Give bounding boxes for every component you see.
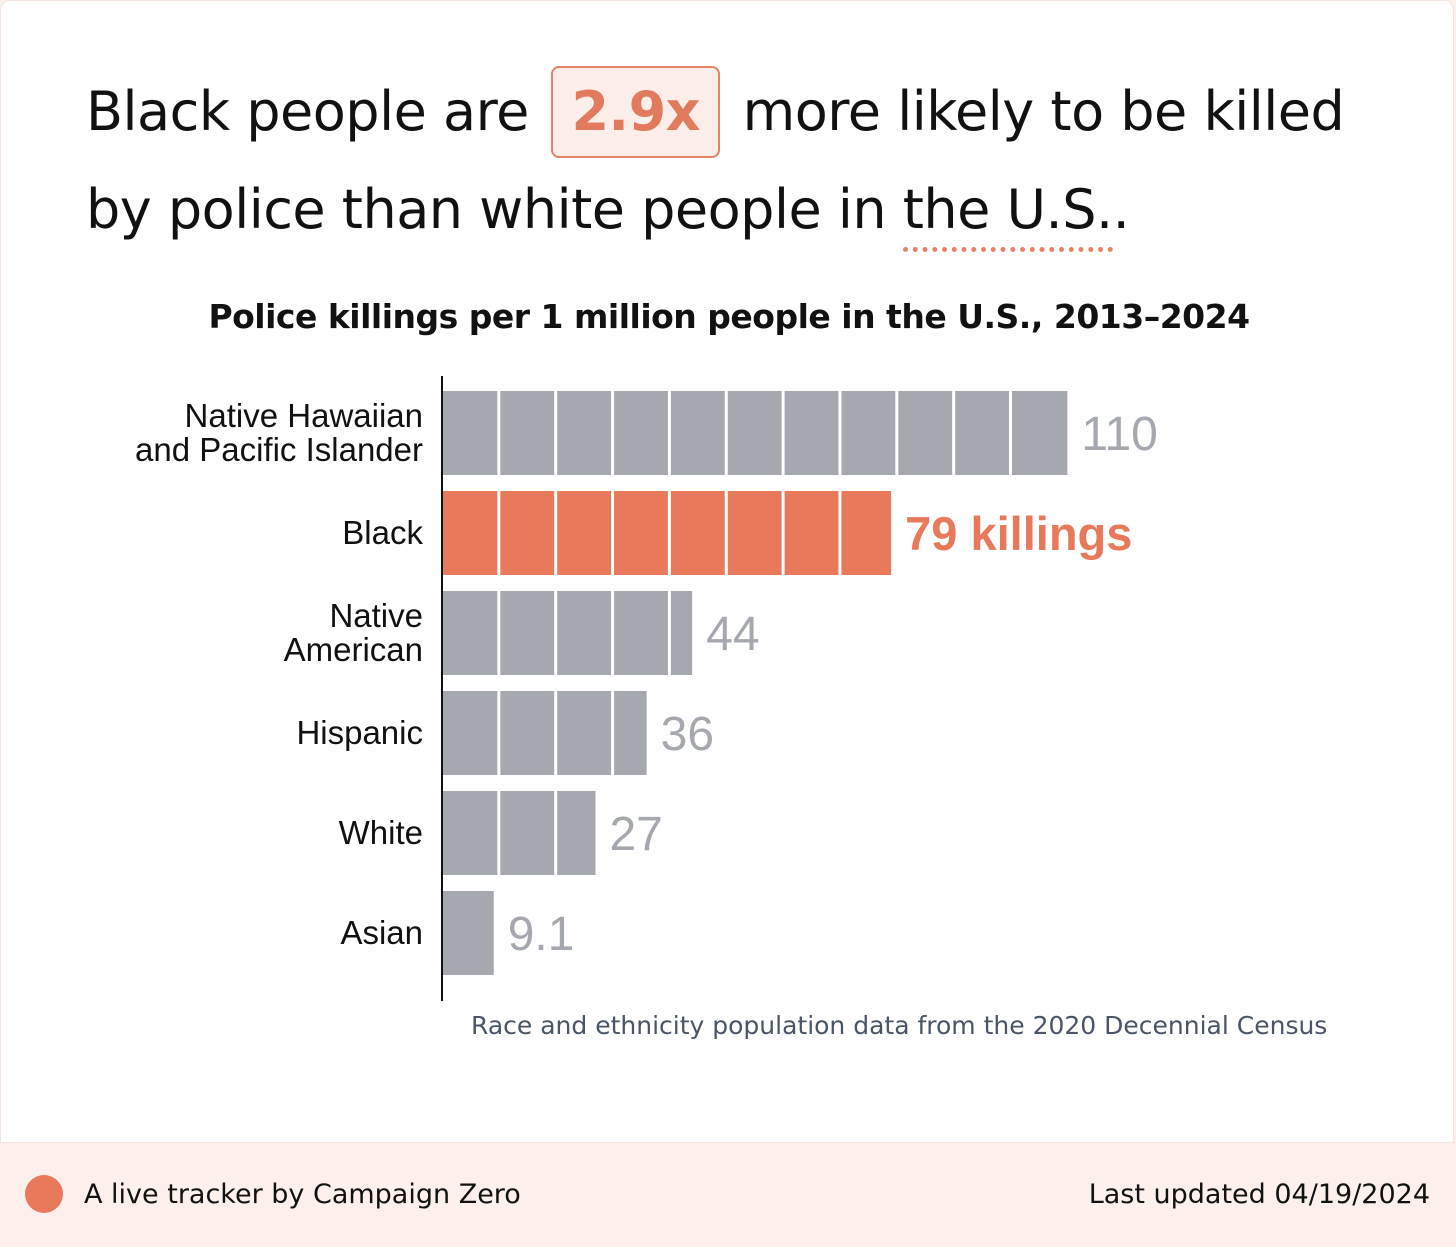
data-source-note: Race and ethnicity population data from …	[471, 1011, 1328, 1040]
location-selector[interactable]: the U.S.	[902, 178, 1113, 252]
headline-text-1: Black people are	[86, 80, 529, 143]
last-updated: Last updated 04/19/2024	[1088, 1179, 1430, 1210]
footer: A live tracker by Campaign Zero Last upd…	[0, 1143, 1456, 1247]
bar-0	[442, 391, 1068, 475]
value-label-0: 110	[1081, 408, 1158, 461]
bar-4	[442, 791, 596, 875]
bar-1	[442, 491, 892, 575]
value-label-5: 9.1	[508, 908, 575, 961]
headline: Black people are 2.9x more likely to be …	[86, 63, 1386, 259]
value-label-2: 44	[706, 608, 759, 661]
tracker-credit: A live tracker by Campaign Zero	[84, 1179, 521, 1210]
value-label-1: 79 killings	[905, 507, 1132, 560]
campaign-zero-logo-dot	[25, 1175, 63, 1213]
category-label-2-line-0: Native	[329, 597, 423, 634]
category-label-1-line-0: Black	[342, 514, 423, 551]
bar-2	[442, 591, 693, 675]
headline-text-2: more likely to be killed by police than …	[86, 80, 1345, 241]
category-label-2-line-1: American	[284, 631, 423, 668]
category-label-5-line-0: Asian	[340, 914, 423, 951]
value-label-3: 36	[661, 708, 714, 761]
category-label-0-line-1: and Pacific Islander	[135, 431, 423, 468]
bar-3	[442, 691, 647, 775]
category-label-3-line-0: Hispanic	[296, 714, 423, 751]
chart-title: Police killings per 1 million people in …	[208, 297, 1250, 336]
category-label-0-line-0: Native Hawaiian	[185, 397, 423, 434]
chart-card: Black people are 2.9x more likely to be …	[0, 0, 1454, 1143]
headline-period: .	[1112, 178, 1130, 241]
ratio-badge: 2.9x	[551, 66, 720, 158]
category-label-4-line-0: White	[339, 814, 423, 851]
value-label-4: 27	[609, 808, 662, 861]
bar-5	[442, 891, 494, 975]
